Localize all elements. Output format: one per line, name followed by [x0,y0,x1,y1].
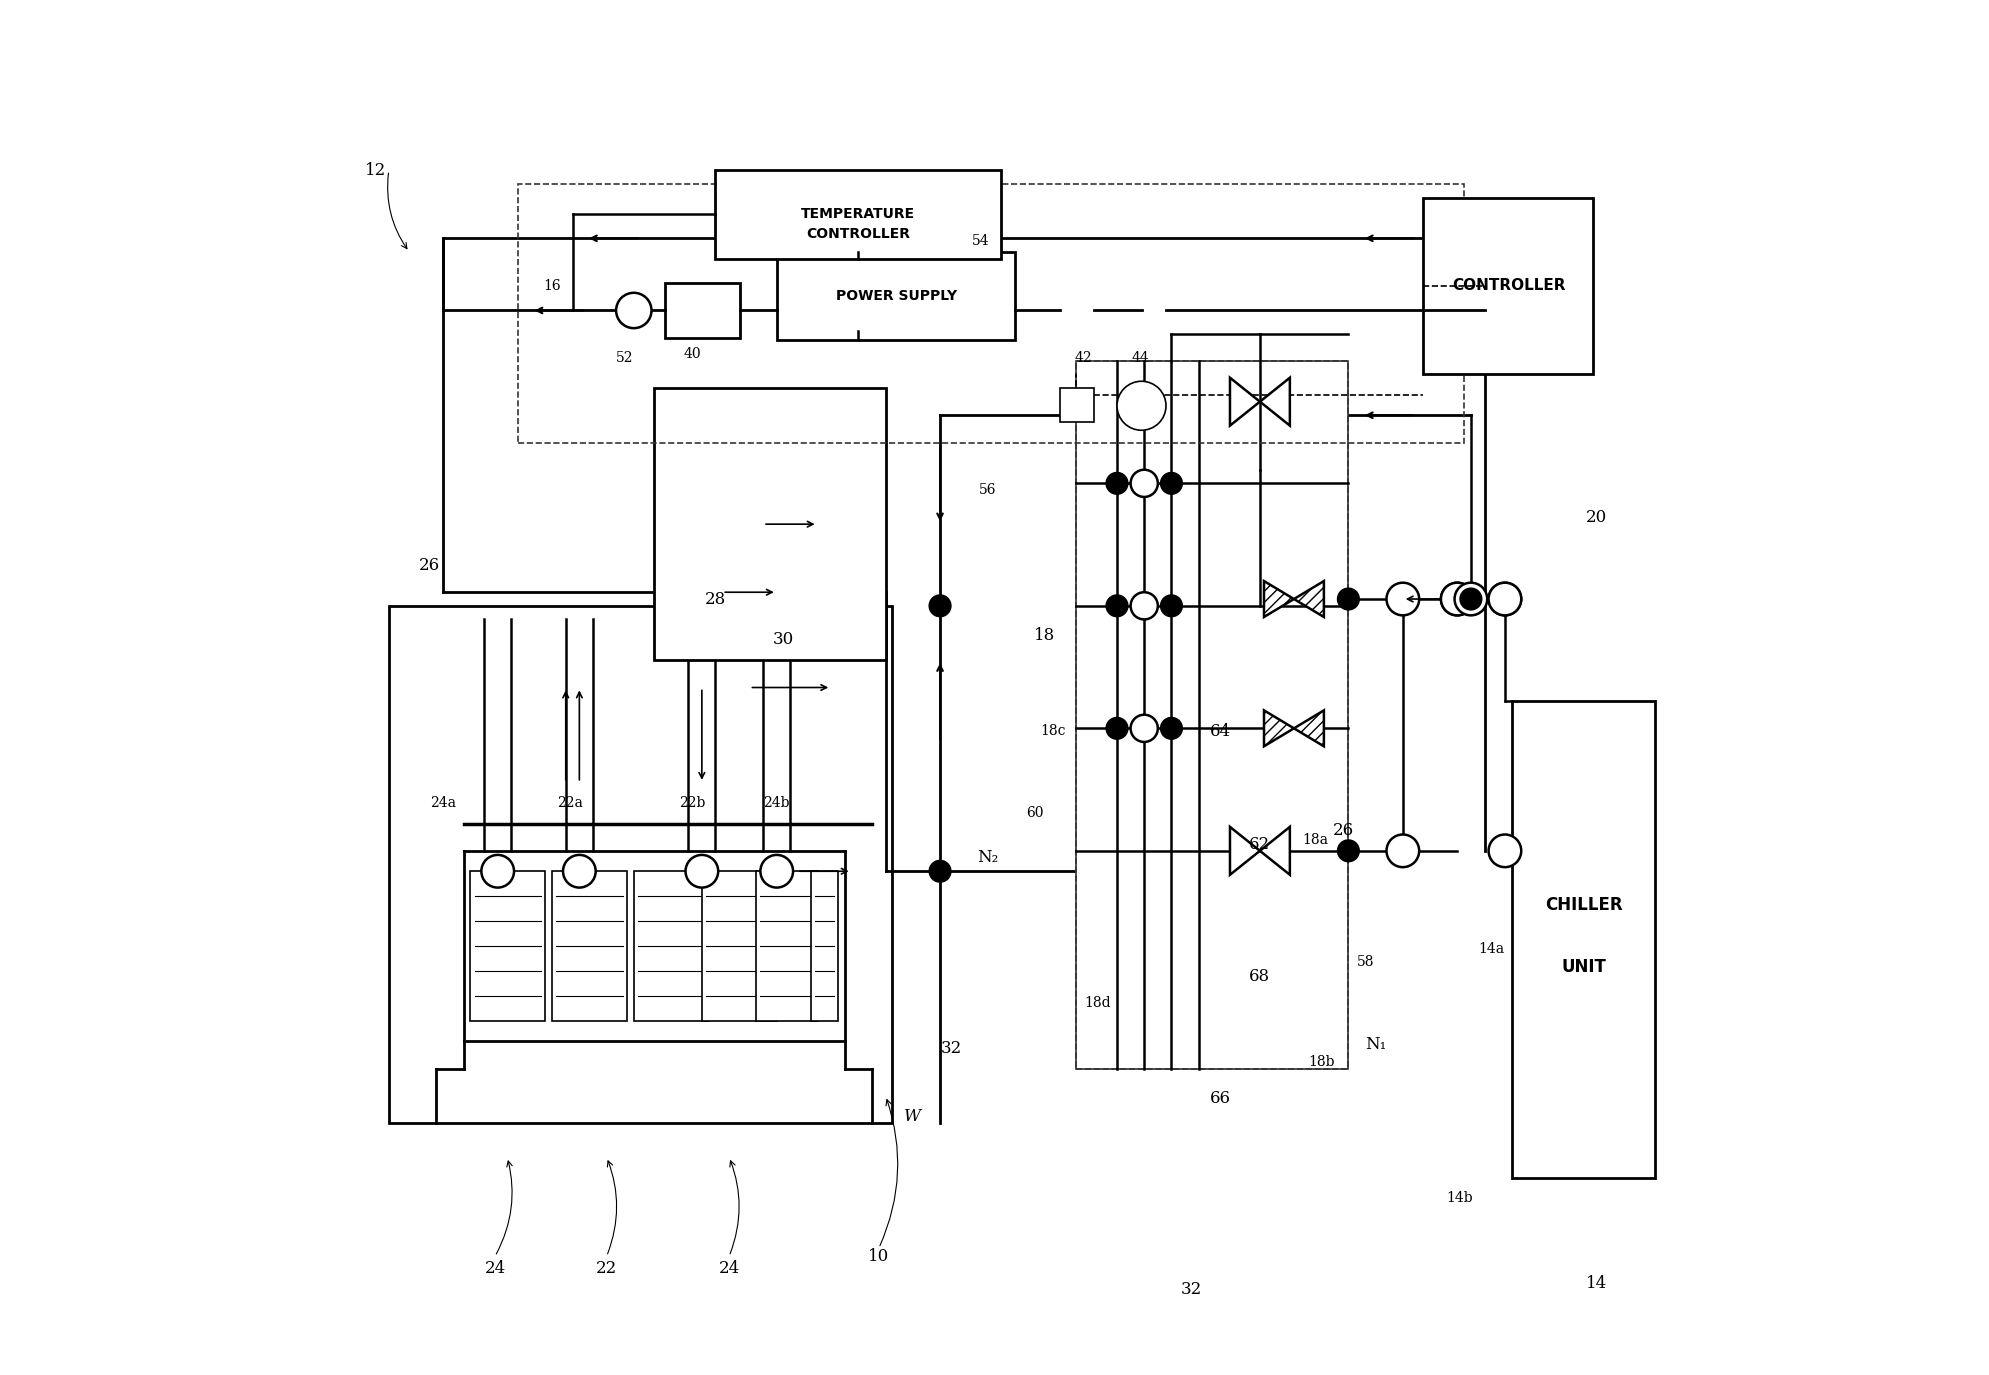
Circle shape [617,293,652,329]
Text: 16: 16 [543,279,561,293]
Bar [812,872,837,1022]
Circle shape [1160,473,1181,494]
Bar [1076,360,1349,1068]
Text: POWER SUPPLY: POWER SUPPLY [835,289,957,302]
Text: 22b: 22b [678,796,706,810]
Text: 66: 66 [1209,1090,1231,1107]
Circle shape [1386,835,1420,868]
Bar [716,170,1000,258]
Text: 30: 30 [774,631,794,649]
Bar [388,606,893,1123]
Polygon shape [1295,582,1325,617]
Circle shape [1130,715,1158,742]
Circle shape [1118,381,1166,430]
Circle shape [1106,718,1128,740]
Text: 24: 24 [718,1261,740,1277]
Circle shape [1440,583,1474,616]
Circle shape [1130,470,1158,496]
Text: 10: 10 [867,1248,889,1265]
Bar [702,872,778,1022]
Circle shape [1160,718,1181,740]
Text: W: W [905,1108,921,1125]
Circle shape [1337,588,1358,610]
Text: 20: 20 [1585,509,1607,525]
Polygon shape [1263,711,1295,747]
Circle shape [1454,583,1488,616]
Circle shape [1130,593,1158,620]
Bar [664,283,740,338]
Text: 12: 12 [364,162,386,179]
Bar [778,252,1014,341]
Polygon shape [1259,826,1289,874]
Text: 24a: 24a [430,796,455,810]
Text: 18a: 18a [1303,833,1329,847]
Text: 18d: 18d [1084,997,1112,1011]
Circle shape [1386,583,1420,616]
Text: CONTROLLER: CONTROLLER [1452,279,1565,293]
Text: 52: 52 [615,351,633,366]
Text: 42: 42 [1074,351,1092,366]
Text: 14b: 14b [1446,1191,1474,1204]
Text: 60: 60 [1026,806,1044,820]
Text: TEMPERATURE: TEMPERATURE [802,206,915,221]
Text: 56: 56 [979,483,996,498]
Text: 28: 28 [704,590,726,608]
Bar [756,872,817,1022]
Circle shape [481,855,513,888]
Bar [471,872,545,1022]
Circle shape [563,855,595,888]
Text: 14: 14 [1585,1275,1607,1292]
Bar [634,872,708,1022]
Text: 26: 26 [420,557,440,573]
Circle shape [929,595,951,617]
Circle shape [1106,473,1128,494]
Text: 24b: 24b [764,796,790,810]
Text: 44: 44 [1132,351,1150,366]
Bar [517,184,1464,443]
Text: 58: 58 [1356,956,1374,969]
Circle shape [1160,595,1181,617]
Text: 14a: 14a [1478,942,1504,956]
Text: 68: 68 [1249,968,1271,984]
Circle shape [760,855,794,888]
Text: 40: 40 [684,346,702,362]
Circle shape [1337,840,1358,862]
Text: 26: 26 [1333,822,1353,839]
Text: 22a: 22a [557,796,583,810]
Text: CHILLER: CHILLER [1545,896,1623,914]
Bar [1512,701,1655,1177]
Text: CONTROLLER: CONTROLLER [806,227,911,241]
Text: 32: 32 [941,1040,961,1057]
Text: N₂: N₂ [977,850,998,866]
Circle shape [1488,835,1522,868]
Polygon shape [1229,826,1259,874]
Text: 32: 32 [1181,1280,1203,1298]
Text: 54: 54 [973,234,991,248]
Bar [553,872,627,1022]
Text: 18b: 18b [1309,1055,1335,1068]
Circle shape [1106,595,1128,617]
Bar [654,388,885,660]
Circle shape [686,855,718,888]
Bar [1060,388,1094,422]
Polygon shape [1259,378,1289,426]
Text: 18: 18 [1034,627,1056,645]
Text: 18c: 18c [1040,725,1066,738]
Polygon shape [1295,711,1325,747]
Text: UNIT: UNIT [1561,957,1607,975]
Text: N₁: N₁ [1364,1035,1386,1053]
Text: 64: 64 [1209,722,1231,740]
Text: 24: 24 [485,1261,505,1277]
Circle shape [1488,583,1522,616]
Circle shape [1460,588,1482,610]
Circle shape [1488,583,1522,616]
Circle shape [929,861,951,883]
Circle shape [1440,583,1474,616]
Polygon shape [1263,582,1295,617]
Polygon shape [1229,378,1259,426]
Text: 22: 22 [597,1261,617,1277]
Bar [1424,198,1593,374]
Bar [1076,360,1349,1068]
Text: 62: 62 [1249,836,1271,852]
